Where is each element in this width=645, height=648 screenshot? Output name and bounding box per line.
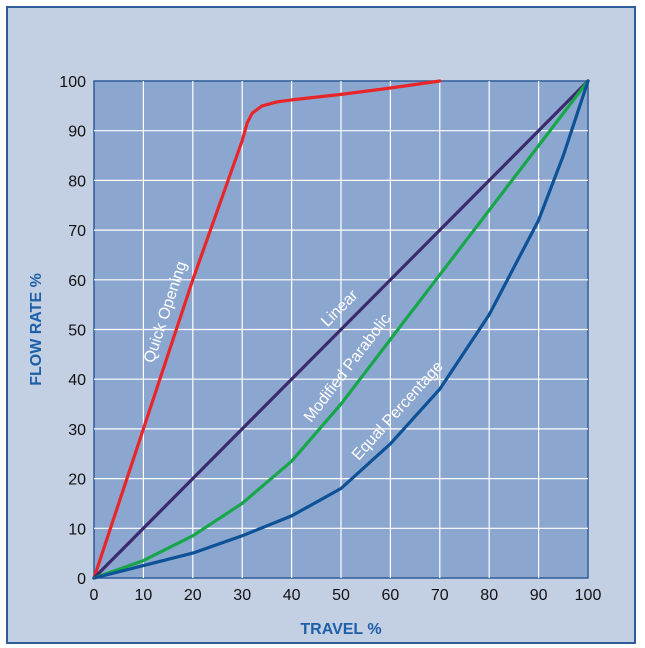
y-tick-label: 60 xyxy=(68,273,86,290)
flow-characteristics-chart: 0 10 20 30 40 50 60 70 80 90 100 0 10 20 30 40 50 60 70 80 9… xyxy=(28,74,601,638)
x-tick-label: 20 xyxy=(184,587,202,604)
x-tick-label: 100 xyxy=(575,587,602,604)
x-tick-label: 90 xyxy=(530,587,548,604)
chart-frame: 0 10 20 30 40 50 60 70 80 90 100 0 10 20 30 40 50 60 70 80 9… xyxy=(6,6,636,644)
y-axis-title: FLOW RATE % xyxy=(28,273,45,386)
y-tick-label: 30 xyxy=(68,422,86,439)
y-tick-label: 10 xyxy=(68,521,86,538)
series-line-quick-opening xyxy=(92,79,442,580)
x-tick-label: 30 xyxy=(233,587,251,604)
series-line-modified-parabolic xyxy=(92,79,590,580)
x-tick-label: 60 xyxy=(382,587,400,604)
x-tick-label: 40 xyxy=(283,587,301,604)
x-tick-label: 70 xyxy=(431,587,449,604)
y-tick-label: 100 xyxy=(59,74,86,91)
x-tick-label: 0 xyxy=(90,587,99,604)
y-tick-label: 40 xyxy=(68,372,86,389)
series-lines xyxy=(92,79,590,580)
y-tick-label: 0 xyxy=(77,571,86,588)
series-line-equal-percentage xyxy=(92,79,590,580)
x-axis-title: TRAVEL % xyxy=(300,621,381,638)
tick-labels: 0 10 20 30 40 50 60 70 80 90 100 0 10 20 30 40 50 60 70 80 9… xyxy=(59,74,601,604)
y-tick-label: 20 xyxy=(68,472,86,489)
series-line-linear xyxy=(92,79,590,580)
x-tick-label: 50 xyxy=(332,587,350,604)
y-tick-label: 70 xyxy=(68,223,86,240)
y-tick-label: 50 xyxy=(68,323,86,340)
y-tick-label: 80 xyxy=(68,173,86,190)
x-tick-label: 80 xyxy=(480,587,498,604)
x-tick-label: 10 xyxy=(135,587,153,604)
y-tick-label: 90 xyxy=(68,124,86,141)
